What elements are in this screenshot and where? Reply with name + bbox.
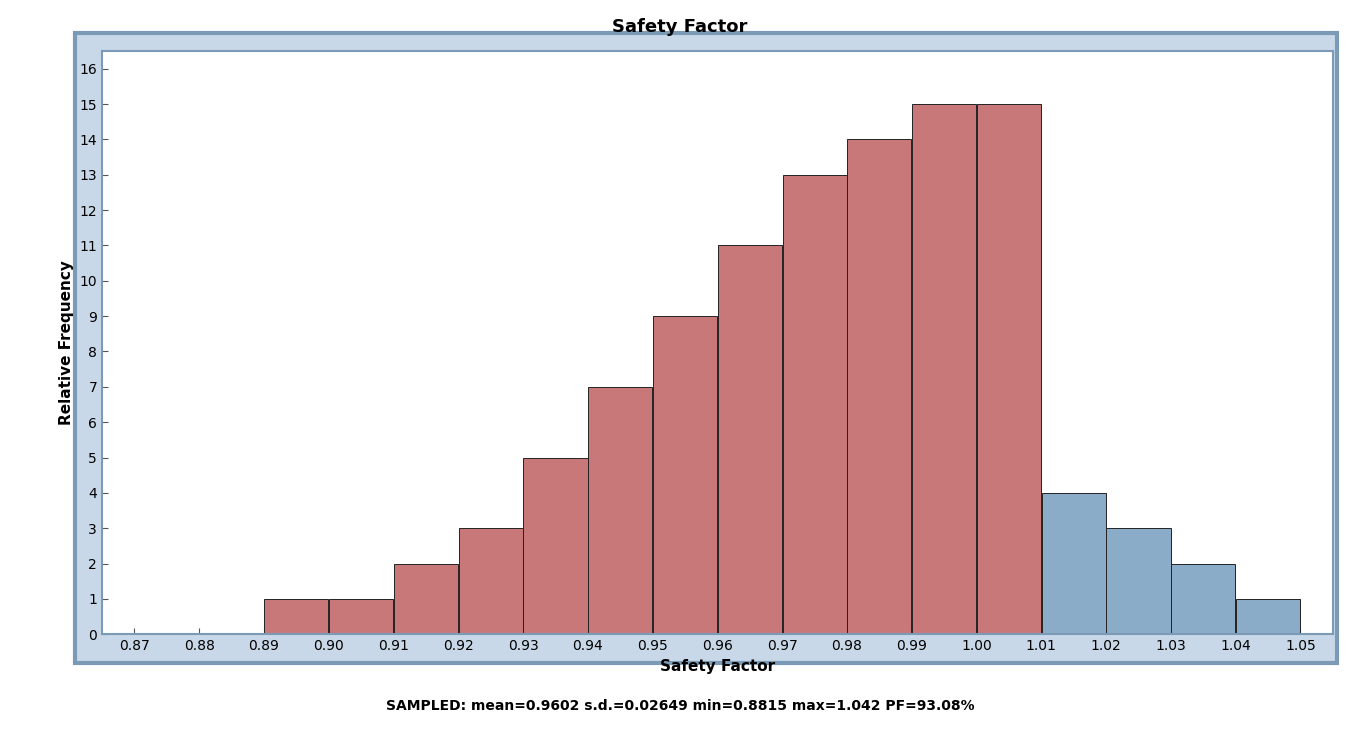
Bar <box>588 387 653 634</box>
Bar <box>718 246 782 634</box>
Y-axis label: Relative Frequency: Relative Frequency <box>58 260 73 425</box>
Bar <box>329 599 393 634</box>
Bar <box>1236 599 1300 634</box>
Bar <box>394 564 458 634</box>
Bar <box>524 458 588 634</box>
Bar <box>1042 493 1106 634</box>
Bar <box>782 175 847 634</box>
Bar <box>458 529 522 634</box>
Text: SAMPLED: mean=0.9602 s.d.=0.02649 min=0.8815 max=1.042 PF=93.08%: SAMPLED: mean=0.9602 s.d.=0.02649 min=0.… <box>386 698 974 713</box>
Bar <box>1171 564 1235 634</box>
Bar <box>264 599 328 634</box>
Bar <box>976 104 1040 634</box>
X-axis label: Safety Factor: Safety Factor <box>660 658 775 674</box>
Bar <box>913 104 976 634</box>
Bar <box>1107 529 1171 634</box>
Bar <box>847 139 911 634</box>
Bar <box>653 316 717 634</box>
Text: Safety Factor: Safety Factor <box>612 18 748 36</box>
